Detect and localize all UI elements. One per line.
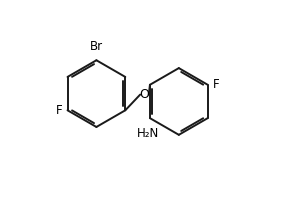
Text: F: F — [56, 104, 63, 117]
Text: F: F — [213, 78, 219, 91]
Text: H₂N: H₂N — [137, 127, 159, 140]
Text: O: O — [139, 88, 150, 101]
Text: Br: Br — [90, 40, 103, 53]
